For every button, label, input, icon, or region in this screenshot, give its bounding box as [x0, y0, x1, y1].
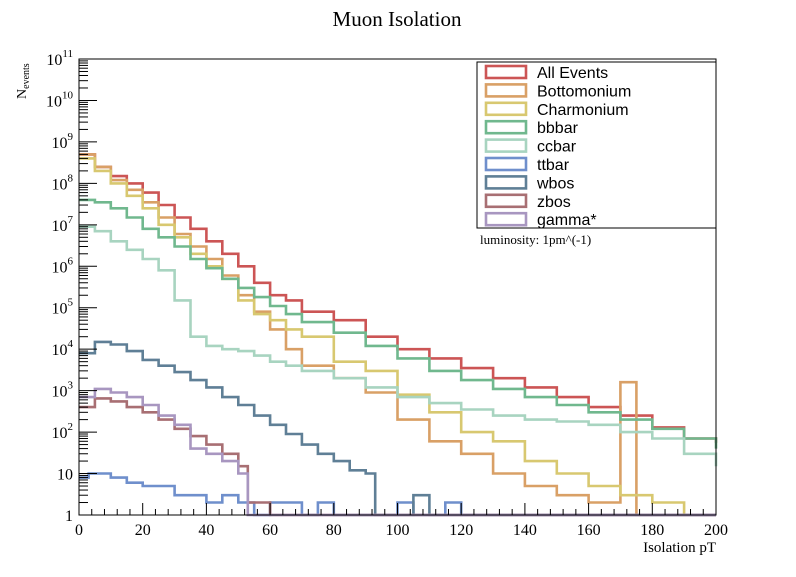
y-axis-label: Nevents	[15, 63, 32, 99]
legend-box	[476, 61, 717, 229]
x-tick-label: 80	[326, 522, 342, 539]
x-tick-label: 160	[577, 522, 601, 539]
legend-swatch-charmonium	[484, 101, 528, 117]
y-tick-label: 107	[52, 214, 74, 235]
legend-label-bbbar: bbbar	[537, 120, 579, 137]
plot-area	[78, 58, 718, 517]
x-tick-label: 140	[513, 522, 537, 539]
series-line-bottomonium	[79, 153, 716, 517]
series-line-bbbar	[79, 198, 718, 449]
y-tick-label: 104	[52, 338, 74, 359]
y-tick-label: 105	[52, 297, 74, 318]
y-tick-label: 1011	[46, 48, 73, 69]
legend-label-bottomonium: Bottomonium	[537, 83, 631, 100]
x-tick-label: 40	[198, 522, 214, 539]
x-tick-label: 120	[449, 522, 473, 539]
y-tick-label: 102	[52, 421, 74, 442]
x-tick-label: 20	[135, 522, 151, 539]
tick-labels: 0 20 40 60 80 100 120 140 160 180 200 1 10 102 103 104 1…	[46, 48, 728, 539]
legend-swatch-all-events	[484, 64, 528, 80]
x-tick-label: 0	[75, 522, 83, 539]
x-tick-label: 200	[704, 522, 728, 539]
x-axis-label: Isolation pT	[643, 540, 716, 556]
series-layer	[79, 153, 718, 517]
legend-label-ccbar: ccbar	[537, 139, 577, 156]
y-tick-label: 103	[52, 380, 74, 401]
series-line-wbos	[79, 340, 716, 517]
legend-label-gamma: gamma*	[537, 212, 597, 229]
chart-title: Muon Isolation	[333, 7, 462, 31]
y-tick-label: 1010	[46, 89, 74, 110]
plot-frame	[78, 58, 717, 516]
y-tick-label: 109	[52, 131, 74, 152]
legend-swatch-gamma	[484, 211, 528, 227]
legend-label-charmonium: Charmonium	[537, 102, 629, 119]
y-tick-label: 10	[57, 467, 73, 484]
series-line-zbos	[79, 397, 716, 517]
svg-text:Nevents: Nevents	[15, 63, 32, 99]
luminosity-annotation: luminosity: 1pm^(-1)	[480, 232, 591, 247]
legend-swatch-ttbar	[484, 156, 528, 172]
y-tick-label: 1	[65, 508, 73, 525]
y-axis-label-sub: events	[21, 63, 32, 89]
y-tick-label: 108	[52, 172, 74, 193]
x-tick-label: 100	[386, 522, 410, 539]
legend-label-ttbar: ttbar	[537, 157, 570, 174]
series-line-ccbar	[79, 225, 718, 467]
legend-label-wbos: wbos	[536, 175, 574, 192]
legend-label-zbos: zbos	[537, 194, 571, 211]
x-tick-label: 180	[640, 522, 664, 539]
y-tick-label: 106	[52, 255, 74, 276]
series-line-gamma	[79, 387, 716, 517]
legend-swatch-bottomonium	[484, 83, 528, 98]
x-tick-label: 60	[262, 522, 278, 539]
legend-swatch-wbos	[484, 175, 528, 190]
y-axis-label-main: N	[15, 89, 30, 99]
legend-swatch-ccbar	[484, 138, 528, 153]
legend-swatch-zbos	[484, 193, 528, 209]
legend-label-all-events: All Events	[537, 65, 608, 82]
series-line-all-events	[79, 153, 718, 443]
legend-swatch-bbbar	[484, 119, 528, 135]
series-line-charmonium	[79, 157, 716, 517]
